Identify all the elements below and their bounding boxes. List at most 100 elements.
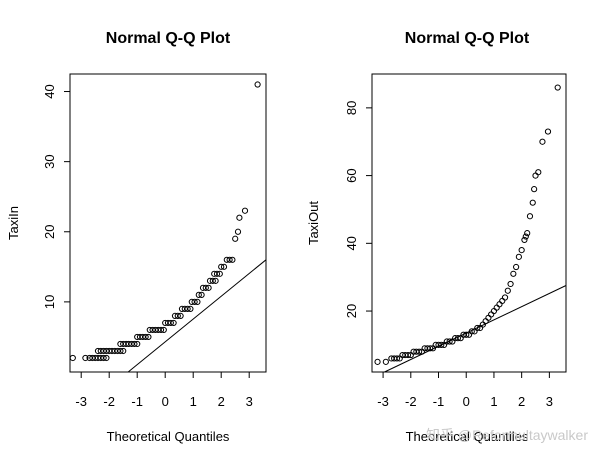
data-point bbox=[490, 307, 498, 315]
data-point bbox=[160, 326, 167, 334]
data-point bbox=[226, 256, 233, 263]
data-point bbox=[103, 354, 110, 362]
data-point bbox=[499, 297, 506, 304]
data-point bbox=[515, 253, 522, 260]
data-point bbox=[120, 347, 127, 355]
data-point bbox=[493, 304, 500, 311]
x-tick-label: -1 bbox=[131, 394, 143, 409]
y-axis: 10 20 30 40 bbox=[42, 84, 70, 309]
data-point bbox=[554, 84, 561, 91]
data-point bbox=[212, 277, 219, 284]
data-point bbox=[382, 358, 389, 365]
data-point bbox=[496, 301, 503, 308]
data-point bbox=[427, 345, 434, 352]
x-tick-label: 3 bbox=[546, 394, 553, 409]
data-point bbox=[216, 270, 223, 277]
data-point bbox=[134, 340, 141, 348]
data-point bbox=[526, 213, 534, 220]
data-point bbox=[229, 256, 236, 263]
data-point bbox=[513, 263, 520, 271]
data-point bbox=[167, 319, 174, 327]
data-point bbox=[485, 314, 492, 321]
x-tick-label: -2 bbox=[405, 394, 417, 409]
x-axis: -3 -2 -1 0 1 2 3 bbox=[377, 372, 553, 409]
data-point bbox=[504, 287, 511, 294]
y-tick-label: 10 bbox=[42, 295, 57, 309]
y-tick-label: 20 bbox=[344, 304, 359, 318]
data-point bbox=[100, 354, 107, 362]
data-point bbox=[202, 284, 209, 291]
data-point bbox=[191, 298, 198, 305]
data-point bbox=[488, 311, 495, 318]
y-tick-label: 40 bbox=[42, 84, 57, 98]
data-point bbox=[416, 348, 423, 355]
data-point bbox=[236, 214, 243, 221]
data-point bbox=[531, 186, 538, 193]
x-tick-label: 2 bbox=[518, 394, 525, 409]
x-axis: -3 -2 -1 0 1 2 3 bbox=[75, 372, 253, 409]
data-point bbox=[184, 305, 191, 312]
data-point bbox=[510, 270, 517, 277]
y-axis-label: TaxiOut bbox=[306, 201, 321, 245]
y-tick-label: 60 bbox=[344, 168, 359, 182]
qq-plot-taxiout: Normal Q-Q Plot -3 -2 -1 0 1 2 3 20 40 60 80 Theo… bbox=[306, 30, 567, 444]
data-point bbox=[532, 172, 539, 179]
data-point bbox=[539, 138, 546, 145]
data-point bbox=[522, 233, 529, 240]
x-tick-label: -1 bbox=[433, 394, 445, 409]
data-point bbox=[170, 319, 177, 327]
x-axis-label: Theoretical Quantiles bbox=[406, 429, 529, 444]
data-point bbox=[482, 318, 489, 325]
data-point bbox=[194, 298, 201, 305]
data-point bbox=[82, 354, 89, 362]
x-tick-label: -2 bbox=[103, 394, 115, 409]
data-point bbox=[501, 294, 509, 301]
data-point bbox=[218, 263, 225, 270]
data-point bbox=[524, 230, 531, 237]
data-point bbox=[241, 207, 249, 214]
data-point bbox=[463, 331, 470, 338]
data-point bbox=[220, 263, 228, 270]
data-point bbox=[404, 351, 412, 359]
data-point bbox=[438, 341, 445, 349]
data-point bbox=[254, 81, 261, 88]
plot-frame bbox=[371, 73, 567, 373]
data-point bbox=[374, 358, 381, 365]
plot-frame bbox=[69, 73, 267, 373]
data-point bbox=[232, 235, 239, 242]
chart-title: Normal Q-Q Plot bbox=[405, 30, 530, 47]
data-point bbox=[157, 326, 165, 334]
data-point bbox=[213, 270, 221, 277]
data-point bbox=[205, 284, 212, 291]
data-point bbox=[474, 324, 481, 332]
data-points bbox=[69, 81, 261, 362]
data-point bbox=[187, 305, 194, 312]
reference-line bbox=[127, 259, 267, 373]
y-tick-label: 20 bbox=[42, 225, 57, 239]
qq-plot-taxiin: Normal Q-Q Plot -3 -2 -1 0 1 2 3 10 20 30 40 Theo… bbox=[6, 30, 267, 444]
data-point bbox=[518, 246, 525, 254]
x-tick-label: 0 bbox=[463, 394, 470, 409]
data-point bbox=[177, 312, 184, 320]
x-tick-label: 1 bbox=[190, 394, 197, 409]
data-point bbox=[446, 338, 453, 345]
y-tick-label: 40 bbox=[344, 236, 359, 250]
data-point bbox=[521, 236, 528, 244]
x-axis-label: Theoretical Quantiles bbox=[107, 429, 230, 444]
y-tick-label: 30 bbox=[42, 154, 57, 168]
x-tick-label: 2 bbox=[218, 394, 225, 409]
y-tick-label: 80 bbox=[344, 101, 359, 115]
chart-title: Normal Q-Q Plot bbox=[106, 30, 231, 47]
x-tick-label: 3 bbox=[246, 394, 253, 409]
data-point bbox=[209, 277, 216, 284]
data-points bbox=[374, 84, 561, 365]
x-tick-label: 0 bbox=[162, 394, 169, 409]
data-point bbox=[468, 328, 475, 335]
data-point bbox=[198, 291, 205, 298]
watermark: 知乎 @Reformultaywalker bbox=[426, 427, 588, 443]
data-point bbox=[507, 280, 514, 288]
data-point bbox=[393, 355, 401, 362]
data-point bbox=[142, 333, 149, 341]
x-tick-label: -3 bbox=[75, 394, 87, 409]
